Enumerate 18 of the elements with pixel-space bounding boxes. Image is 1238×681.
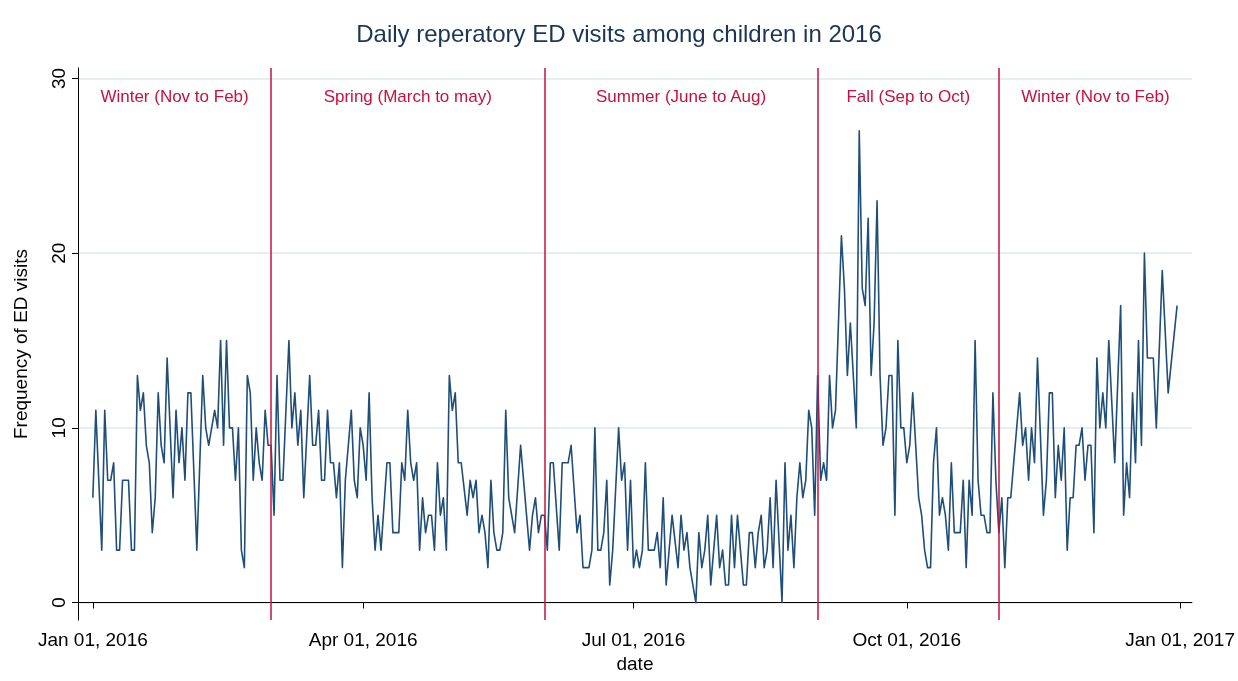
y-tick-label: 30 <box>48 67 69 90</box>
x-tick-label: Jan 01, 2016 <box>37 629 148 650</box>
x-axis-title: date <box>616 652 654 674</box>
y-tick-label: 10 <box>48 417 69 439</box>
annotation: Winter (Nov to Feb) <box>100 86 249 106</box>
y-tick-label: 0 <box>48 597 69 608</box>
annotation: Winter (Nov to Feb) <box>1021 86 1170 106</box>
y-axis-title: Frequency of ED visits <box>10 248 31 440</box>
annotation: Fall (Sep to Oct) <box>846 86 971 106</box>
x-tick-label: Oct 01, 2016 <box>852 629 962 650</box>
annotation: Spring (March to may) <box>323 86 492 106</box>
x-tick-label: Apr 01, 2016 <box>308 629 418 650</box>
annotation: Summer (June to Aug) <box>595 86 767 106</box>
chart-title: Daily reperatory ED visits among children in 2016 <box>356 19 882 47</box>
x-tick-label: Jan 01, 2017 <box>1125 629 1235 650</box>
y-tick-label: 20 <box>48 242 69 264</box>
x-tick-label: Jul 01, 2016 <box>581 629 686 650</box>
line-series <box>92 130 1178 604</box>
